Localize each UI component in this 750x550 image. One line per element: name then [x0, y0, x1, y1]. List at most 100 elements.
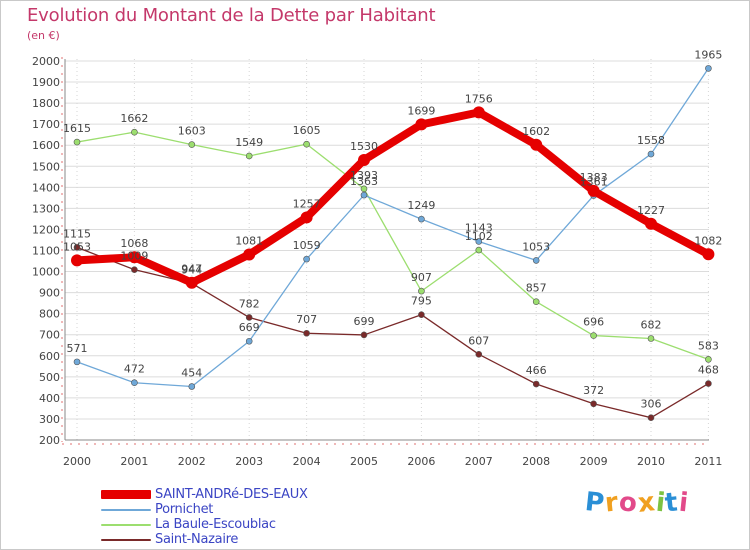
y-tick-label: 1400 — [32, 181, 60, 194]
data-point — [415, 118, 428, 131]
data-point — [188, 141, 196, 148]
y-tick-label: 300 — [39, 413, 60, 426]
y-tick-label: 2000 — [32, 55, 60, 68]
legend-swatch — [101, 523, 151, 526]
data-point — [647, 414, 655, 421]
data-label: 947 — [181, 263, 202, 276]
data-point — [73, 138, 81, 146]
data-label: 1102 — [465, 230, 493, 243]
chart-legend: SAINT-ANDRé-DES-EAUX Pornichet La Baule-Es… — [101, 487, 308, 547]
y-tick-label: 600 — [39, 350, 60, 363]
proxiti-logo: Proxiti — [583, 487, 691, 519]
data-point — [590, 400, 597, 408]
data-point — [530, 138, 543, 151]
data-label: 1383 — [580, 171, 608, 184]
data-label: 1227 — [637, 204, 665, 217]
data-point — [128, 251, 141, 264]
data-label: 699 — [354, 315, 375, 328]
x-tick-label: 2002 — [178, 455, 206, 468]
data-point — [475, 246, 483, 254]
data-point — [131, 266, 138, 273]
data-label: 1965 — [694, 48, 722, 61]
x-tick-label: 2005 — [350, 455, 378, 468]
data-label: 1605 — [293, 124, 321, 137]
data-label: 472 — [124, 363, 145, 376]
x-tick-label: 2011 — [694, 455, 722, 468]
legend-swatch — [101, 538, 151, 541]
data-point — [131, 379, 138, 387]
data-point — [705, 380, 712, 387]
y-tick-label: 1900 — [32, 76, 60, 89]
y-tick-label: 800 — [39, 308, 60, 321]
data-label: 1257 — [293, 197, 321, 210]
data-point — [647, 150, 655, 158]
data-point — [360, 185, 368, 193]
data-label: 1549 — [235, 136, 263, 149]
y-tick-label: 1300 — [32, 202, 60, 215]
y-tick-label: 400 — [39, 392, 60, 405]
y-tick-label: 700 — [39, 329, 60, 342]
y-tick-label: 1000 — [32, 266, 60, 279]
data-point — [185, 276, 198, 289]
data-point — [587, 184, 600, 197]
data-point — [418, 215, 425, 223]
data-label: 1053 — [522, 240, 550, 253]
legend-item: Pornichet — [101, 502, 308, 517]
y-tick-label: 1800 — [32, 97, 60, 110]
data-label: 907 — [411, 271, 432, 284]
data-point — [73, 358, 81, 366]
series-line-2 — [76, 131, 710, 361]
data-point — [245, 152, 253, 160]
data-label: 1662 — [120, 112, 148, 125]
data-label: 466 — [526, 364, 547, 377]
x-tick-label: 2008 — [522, 455, 550, 468]
y-tick-label: 1200 — [32, 223, 60, 236]
data-label: 306 — [641, 398, 662, 411]
data-label: 1143 — [465, 221, 493, 234]
y-tick-label: 200 — [39, 434, 60, 447]
data-label: 857 — [526, 282, 547, 295]
x-tick-label: 2000 — [63, 455, 91, 468]
data-label: 468 — [698, 364, 719, 377]
y-tick-label: 1100 — [32, 245, 60, 258]
y-tick-label: 500 — [39, 371, 60, 384]
data-label: 682 — [641, 319, 662, 332]
data-label: 1603 — [178, 125, 206, 138]
data-label: 1009 — [120, 250, 148, 263]
data-label: 944 — [181, 263, 202, 276]
data-label: 782 — [239, 297, 260, 310]
legend-label: Saint-Nazaire — [155, 532, 239, 547]
legend-swatch — [101, 490, 151, 499]
x-tick-label: 2001 — [120, 455, 148, 468]
data-point — [73, 244, 81, 251]
data-point — [245, 337, 253, 345]
data-point — [243, 248, 256, 261]
data-label: 1068 — [120, 237, 148, 250]
data-label: 1361 — [580, 176, 608, 189]
data-label: 1615 — [63, 122, 91, 135]
data-label: 1558 — [637, 134, 665, 147]
legend-swatch — [101, 508, 151, 511]
data-point — [303, 140, 310, 148]
data-point — [360, 191, 368, 199]
logo-letter: i — [677, 487, 691, 519]
data-label: 1756 — [465, 92, 493, 105]
data-point — [360, 331, 368, 339]
data-point — [532, 298, 540, 305]
y-tick-label: 1700 — [32, 118, 60, 131]
legend-label: SAINT-ANDRé-DES-EAUX — [155, 487, 308, 502]
data-point — [358, 153, 370, 166]
data-label: 1082 — [694, 234, 722, 247]
data-point — [245, 314, 253, 321]
data-point — [702, 248, 715, 261]
x-tick-label: 2007 — [465, 455, 493, 468]
chart-title: Evolution du Montant de la Dette par Hab… — [27, 5, 436, 26]
chart-subtitle: (en €) — [27, 29, 60, 42]
y-tick-label: 900 — [39, 287, 60, 300]
legend-item: Saint-Nazaire — [101, 532, 308, 547]
data-label: 707 — [296, 313, 317, 326]
data-point — [303, 329, 310, 337]
data-point — [645, 217, 657, 230]
data-label: 1081 — [235, 235, 263, 248]
